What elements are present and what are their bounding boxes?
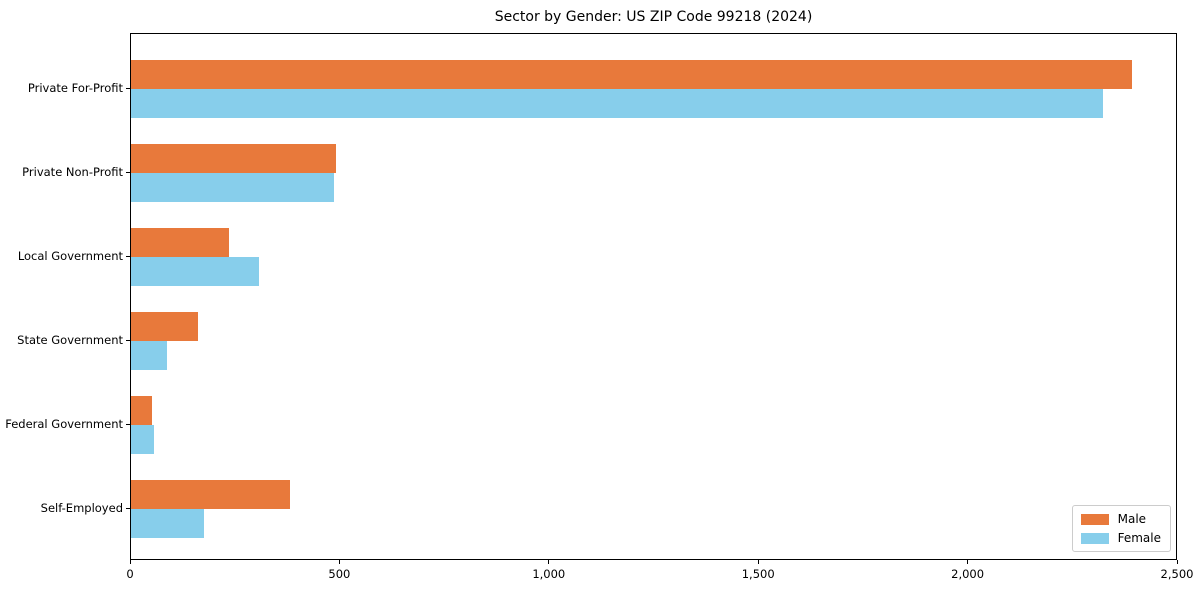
x-tick-mark — [129, 560, 131, 564]
bar-male-5 — [131, 480, 291, 509]
bar-male-1 — [131, 144, 337, 173]
bar-male-0 — [131, 60, 1132, 89]
y-tick-mark — [126, 172, 130, 173]
y-axis-label-3: State Government — [17, 333, 123, 347]
chart-title: Sector by Gender: US ZIP Code 99218 (202… — [494, 9, 813, 25]
legend: Male Female — [1071, 505, 1171, 552]
y-tick-mark — [126, 508, 130, 509]
legend-label-male: Male — [1117, 512, 1147, 526]
x-tick-mark — [967, 560, 969, 564]
legend-swatch-male — [1080, 513, 1109, 525]
x-axis-label-1: 500 — [328, 567, 351, 581]
bar-male-2 — [131, 228, 230, 257]
legend-label-female: Female — [1117, 531, 1161, 545]
bar-female-0 — [131, 89, 1103, 118]
legend-swatch-female — [1080, 532, 1109, 544]
x-axis-label-0: 0 — [126, 567, 134, 581]
y-tick-mark — [126, 424, 130, 425]
x-tick-mark — [1176, 560, 1178, 564]
bar-female-1 — [131, 173, 335, 202]
legend-item-male: Male — [1080, 512, 1161, 526]
y-tick-mark — [126, 256, 130, 257]
y-axis-label-4: Federal Government — [5, 417, 123, 431]
y-tick-mark — [126, 88, 130, 89]
x-axis-label-4: 2,000 — [951, 567, 985, 581]
x-axis-label-3: 1,500 — [741, 567, 775, 581]
y-axis-label-2: Local Government — [17, 249, 123, 263]
bar-male-3 — [131, 312, 198, 341]
x-tick-mark — [757, 560, 759, 564]
x-axis-label-2: 1,000 — [532, 567, 566, 581]
y-axis-label-1: Private Non-Profit — [22, 165, 123, 179]
x-tick-mark — [338, 560, 340, 564]
y-axis-label-5: Self-Employed — [40, 501, 123, 515]
bar-female-3 — [131, 341, 167, 370]
bar-male-4 — [131, 396, 152, 425]
bar-female-5 — [131, 509, 205, 538]
bar-female-2 — [131, 257, 259, 286]
y-axis-label-0: Private For-Profit — [27, 81, 123, 95]
plot-area: Male Female — [130, 33, 1177, 560]
x-axis-label-5: 2,500 — [1160, 567, 1194, 581]
bar-female-4 — [131, 425, 155, 454]
x-tick-mark — [548, 560, 550, 564]
legend-item-female: Female — [1080, 531, 1161, 545]
y-tick-mark — [126, 340, 130, 341]
